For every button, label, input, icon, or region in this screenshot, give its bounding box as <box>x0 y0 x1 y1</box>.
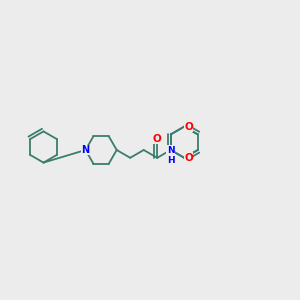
Text: O: O <box>184 153 193 163</box>
Text: O: O <box>153 134 162 144</box>
Text: N
H: N H <box>167 146 175 165</box>
Text: O: O <box>184 122 193 132</box>
Text: N: N <box>81 145 90 155</box>
